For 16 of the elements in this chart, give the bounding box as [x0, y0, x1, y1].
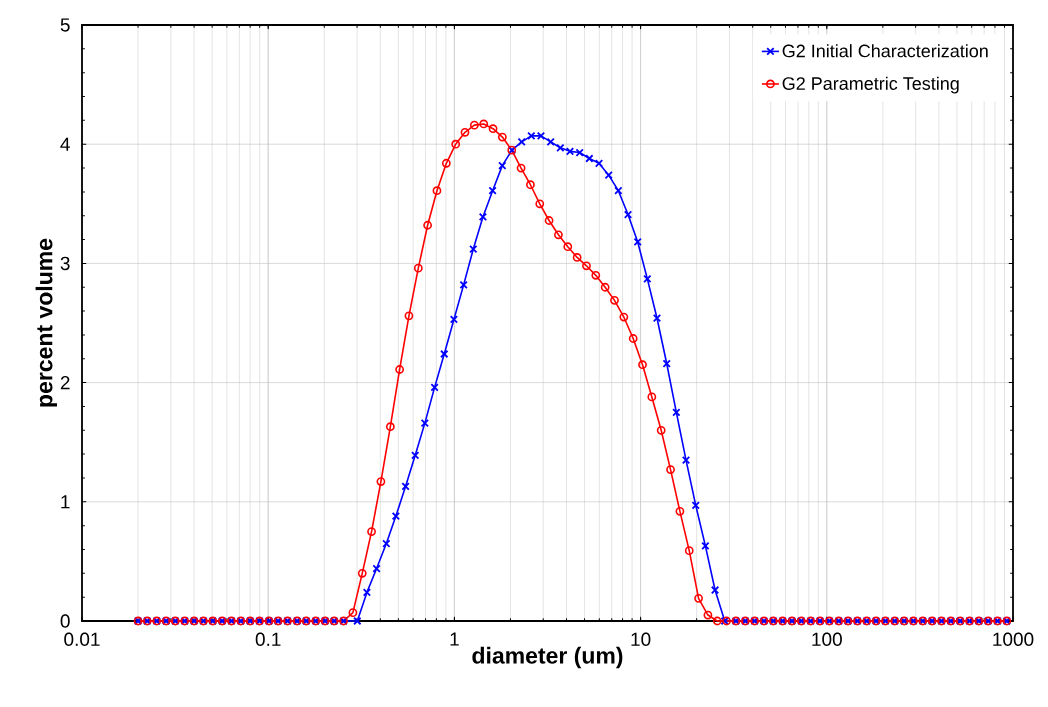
- y-tick-label: 5: [60, 18, 70, 32]
- y-tick-label: 4: [60, 137, 70, 151]
- y-tick-label: 0: [60, 614, 70, 628]
- x-axis-title: diameter (um): [472, 646, 623, 669]
- x-tick-label: 10: [631, 632, 651, 646]
- y-tick-label: 1: [61, 495, 70, 509]
- legend-label: G2 Initial Characterization: [782, 44, 988, 58]
- y-tick-label: 3: [60, 256, 70, 271]
- y-axis-title: percent volume: [35, 238, 58, 407]
- x-tick-label: 1: [450, 632, 459, 646]
- x-tick-label: 1000: [993, 632, 1034, 646]
- x-tick-label: 0.1: [255, 632, 281, 646]
- x-tick-label: 100: [812, 632, 842, 646]
- legend-label: G2 Parametric Testing: [782, 76, 959, 94]
- y-tick-label: 2: [60, 375, 70, 390]
- x-tick-label: 0.01: [64, 632, 100, 646]
